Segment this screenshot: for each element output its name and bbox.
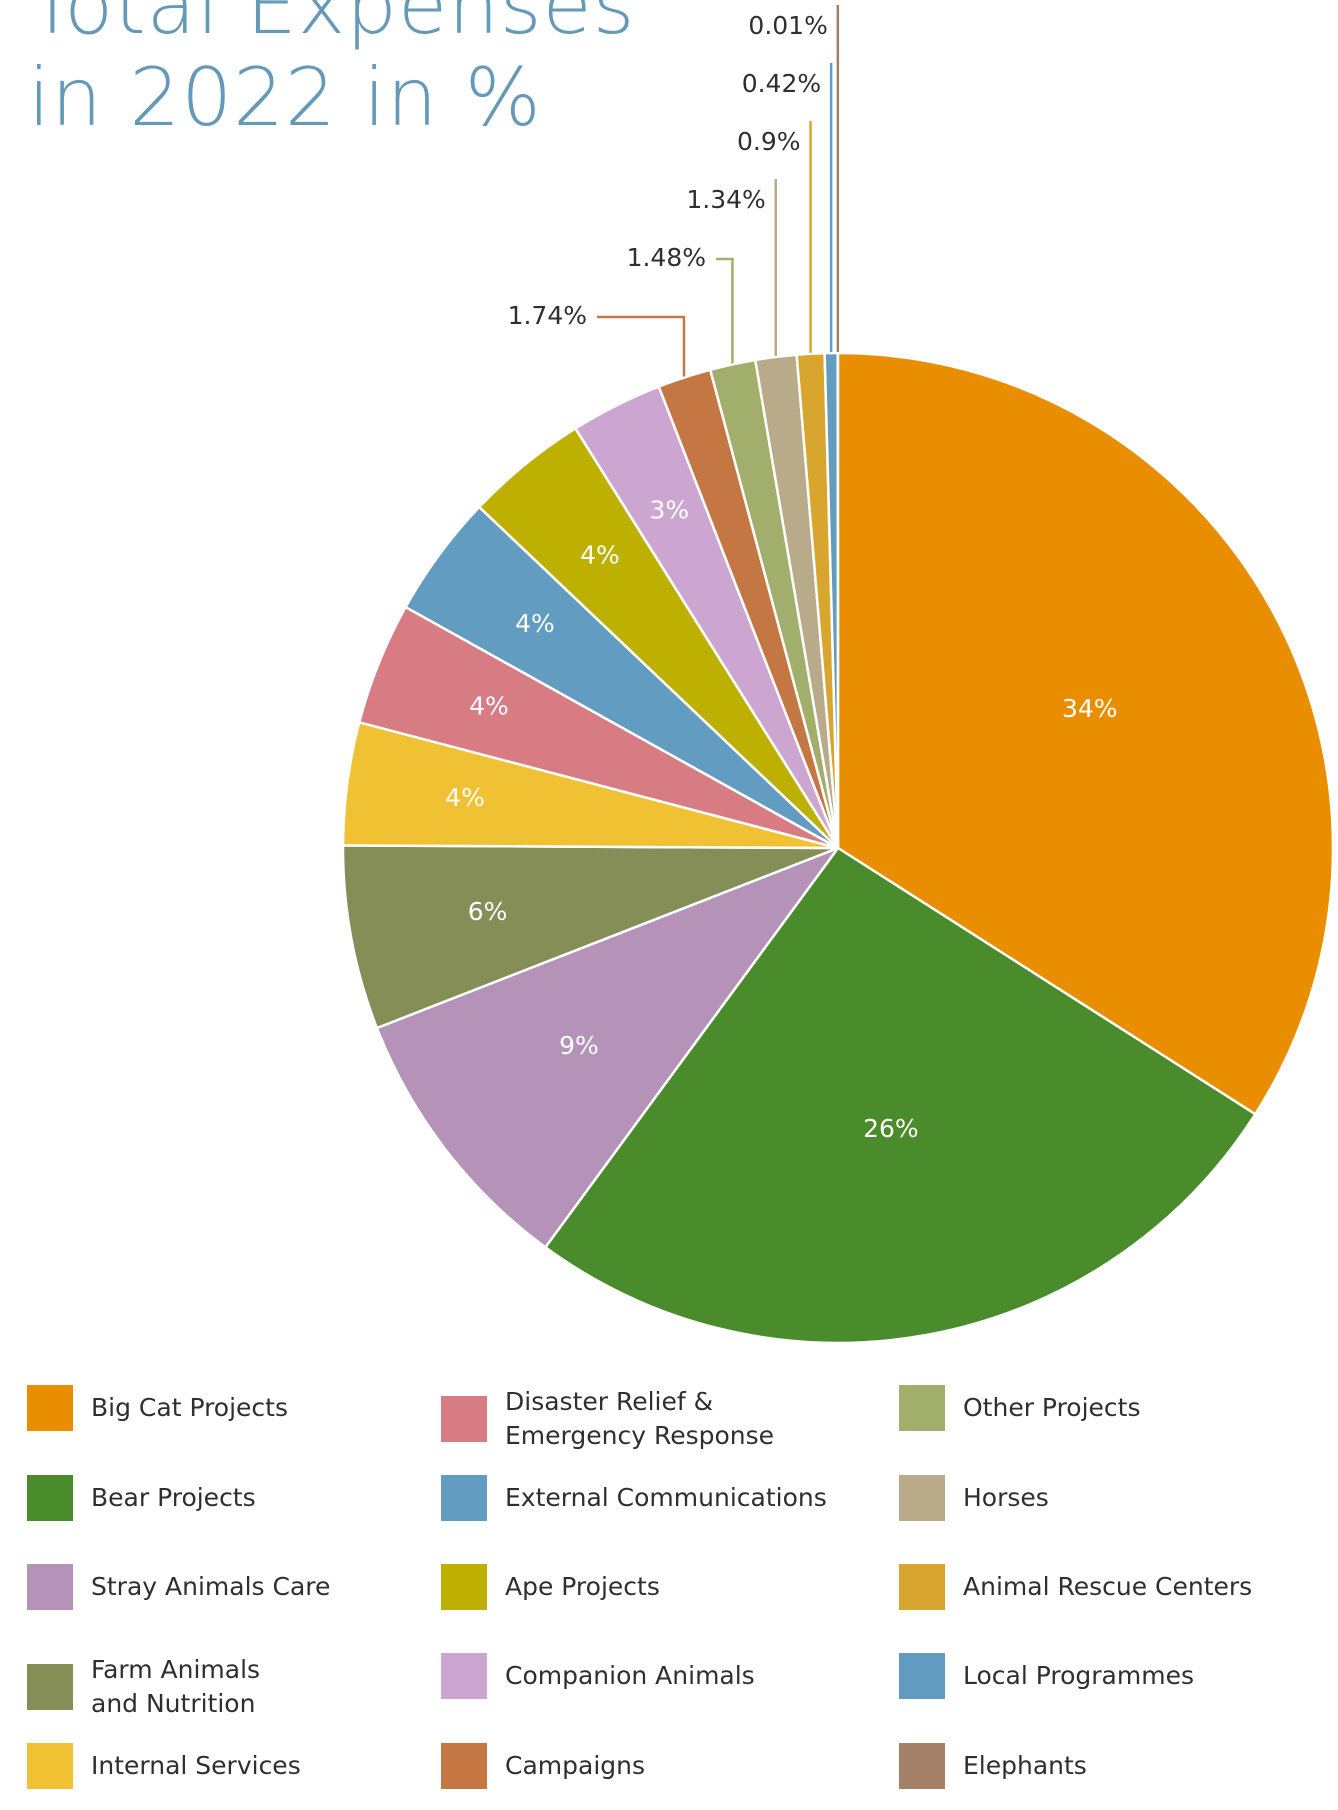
legend-swatch bbox=[441, 1396, 487, 1442]
chart-title-line-2: in 2022 in % bbox=[28, 51, 542, 144]
legend-item: Other Projects bbox=[899, 1385, 1141, 1431]
legend-item: Campaigns bbox=[441, 1743, 645, 1789]
callout-label-10: 1.48% bbox=[627, 243, 706, 272]
legend-label: Local Programmes bbox=[963, 1661, 1194, 1690]
slice-label-2: 9% bbox=[559, 1031, 599, 1060]
legend-item: Disaster Relief & Emergency Response bbox=[441, 1385, 774, 1453]
legend-item: Local Programmes bbox=[899, 1653, 1194, 1699]
legend-swatch bbox=[441, 1564, 487, 1610]
legend-swatch bbox=[899, 1475, 945, 1521]
slice-label-1: 26% bbox=[863, 1114, 919, 1143]
chart-title-line-1: Total Expenses bbox=[28, 0, 636, 52]
legend-swatch bbox=[27, 1385, 73, 1431]
callout-line-10 bbox=[716, 257, 734, 364]
legend-swatch bbox=[899, 1385, 945, 1431]
callout-line-9 bbox=[597, 315, 686, 377]
legend-swatch bbox=[27, 1564, 73, 1610]
legend-swatch bbox=[27, 1475, 73, 1521]
callout-label-13: 0.42% bbox=[742, 69, 821, 98]
legend-label: Big Cat Projects bbox=[91, 1393, 288, 1422]
pie-slice-0 bbox=[836, 351, 1335, 1116]
slice-label-4: 4% bbox=[445, 783, 485, 812]
legend-swatch bbox=[899, 1743, 945, 1789]
legend-label: Stray Animals Care bbox=[91, 1572, 331, 1601]
legend-item: Internal Services bbox=[27, 1743, 301, 1789]
callout-label-11: 1.34% bbox=[686, 185, 765, 214]
legend-item: Companion Animals bbox=[441, 1653, 755, 1699]
legend-swatch bbox=[441, 1653, 487, 1699]
legend-item: Stray Animals Care bbox=[27, 1564, 330, 1610]
slice-label-6: 4% bbox=[515, 609, 555, 638]
legend-item: Big Cat Projects bbox=[27, 1385, 288, 1431]
legend-label: Other Projects bbox=[963, 1393, 1141, 1422]
legend-label: External Communications bbox=[505, 1483, 827, 1512]
callout-label-9: 1.74% bbox=[508, 301, 587, 330]
legend-swatch bbox=[27, 1664, 73, 1710]
legend-swatch bbox=[441, 1475, 487, 1521]
legend-item: Horses bbox=[899, 1475, 1049, 1521]
callout-label-12: 0.9% bbox=[737, 127, 801, 156]
legend-label: Disaster Relief & Emergency Response bbox=[505, 1387, 775, 1450]
pie-slice-2 bbox=[375, 846, 840, 1249]
legend-label: Elephants bbox=[963, 1751, 1087, 1780]
legend-item: External Communications bbox=[441, 1475, 827, 1521]
pie-chart: 34% 26% 9% 6% 4% 4% 4% 4% 3% 1.74% 1.48% 1.34% 0.9% 0… bbox=[341, 5, 1335, 1345]
legend-swatch bbox=[27, 1743, 73, 1789]
legend-label: Horses bbox=[963, 1483, 1049, 1512]
legend-swatch bbox=[899, 1653, 945, 1699]
legend-label: Internal Services bbox=[91, 1751, 301, 1780]
slice-label-5: 4% bbox=[469, 692, 509, 721]
legend-item: Elephants bbox=[899, 1743, 1087, 1789]
legend-label: Farm Animals and Nutrition bbox=[91, 1655, 261, 1718]
pie-slice-1 bbox=[544, 846, 1257, 1345]
legend-item: Ape Projects bbox=[441, 1564, 660, 1610]
legend-label: Ape Projects bbox=[505, 1572, 660, 1601]
legend-item: Farm Animals and Nutrition bbox=[27, 1653, 260, 1721]
legend: Big Cat Projects Bear Projects Stray Anima… bbox=[27, 1385, 1327, 1805]
slice-label-3: 6% bbox=[468, 897, 508, 926]
legend-item: Animal Rescue Centers bbox=[899, 1564, 1252, 1610]
legend-item: Bear Projects bbox=[27, 1475, 256, 1521]
legend-swatch bbox=[441, 1743, 487, 1789]
legend-label: Campaigns bbox=[505, 1751, 646, 1780]
legend-label: Animal Rescue Centers bbox=[963, 1572, 1253, 1601]
pie-slice-3 bbox=[341, 844, 840, 1030]
legend-label: Bear Projects bbox=[91, 1483, 256, 1512]
legend-swatch bbox=[899, 1564, 945, 1610]
chart-title: Total Expenses in 2022 in % bbox=[28, 0, 635, 144]
slice-label-0: 34% bbox=[1062, 694, 1118, 723]
callout-label-14: 0.01% bbox=[748, 11, 827, 40]
slice-label-7: 4% bbox=[580, 541, 620, 570]
legend-label: Companion Animals bbox=[505, 1661, 755, 1690]
slice-label-8: 3% bbox=[650, 496, 690, 525]
